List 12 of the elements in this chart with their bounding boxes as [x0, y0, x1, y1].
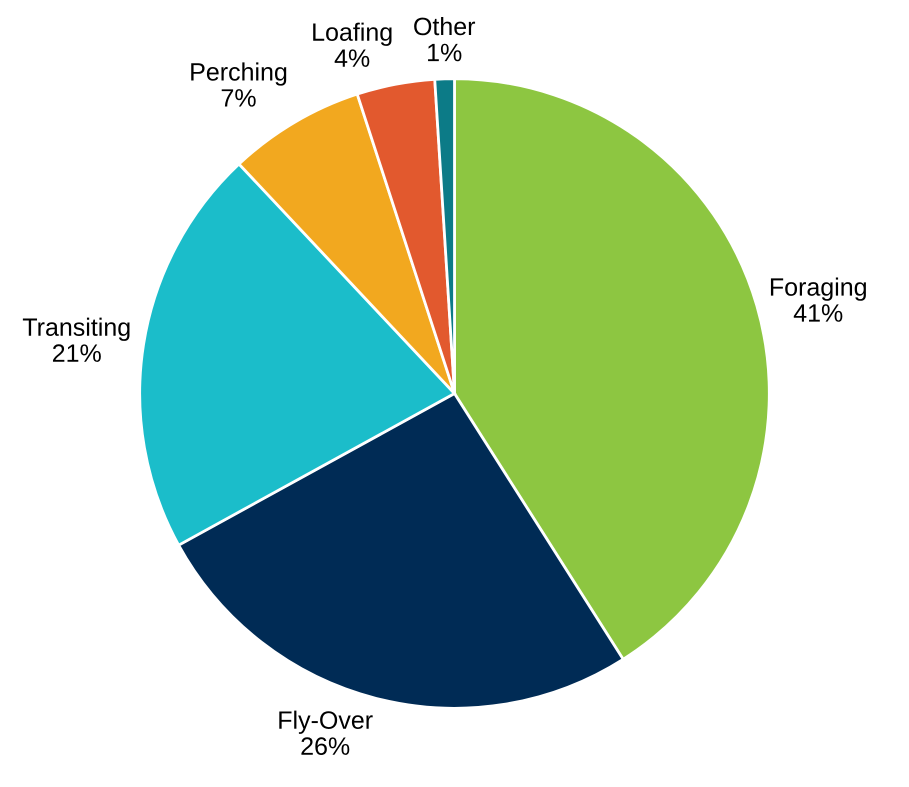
data-label: 1%	[428, 44, 462, 62]
data-label: 7%	[222, 89, 256, 107]
slice-label: Transiting	[22, 318, 130, 341]
slice-label: Foraging	[770, 277, 866, 301]
slice-label: Loafing	[313, 22, 392, 46]
data-label: 41%	[794, 304, 842, 322]
data-label: 26%	[301, 737, 350, 755]
data-label: 21%	[52, 344, 101, 362]
slice-label: Other	[414, 16, 476, 36]
data-label: 4%	[334, 49, 370, 67]
slice-label: Fly-Over	[279, 710, 373, 734]
slice-label: Perching	[191, 62, 286, 86]
